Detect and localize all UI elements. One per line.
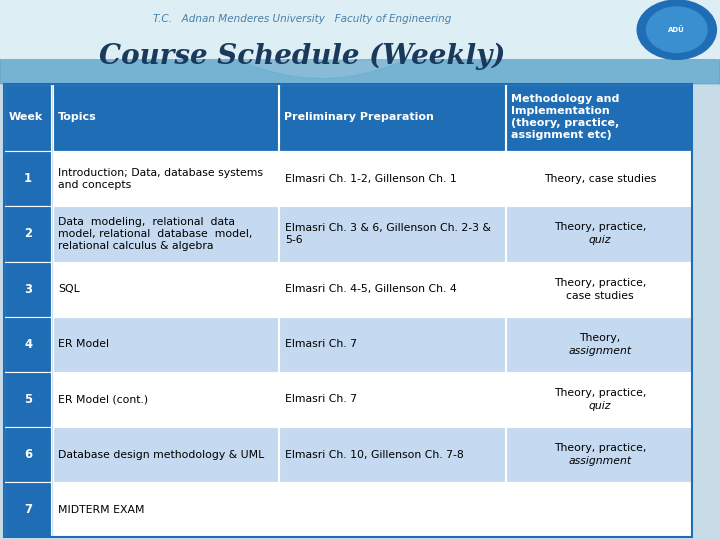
FancyBboxPatch shape [53, 261, 278, 316]
Text: Theory, practice,: Theory, practice, [554, 388, 646, 398]
Text: 3: 3 [24, 282, 32, 295]
Text: Theory, case studies: Theory, case studies [544, 174, 656, 184]
Text: Preliminary Preparation: Preliminary Preparation [284, 112, 434, 123]
Text: assignment: assignment [568, 456, 631, 466]
FancyBboxPatch shape [279, 427, 505, 482]
Text: 1: 1 [24, 172, 32, 185]
Text: Elmasri Ch. 10, Gillenson Ch. 7-8: Elmasri Ch. 10, Gillenson Ch. 7-8 [285, 450, 464, 460]
Text: Week: Week [9, 112, 43, 123]
Text: Data  modeling,  relational  data
model, relational  database  model,
relational: Data modeling, relational data model, re… [58, 217, 253, 251]
Text: Topics: Topics [58, 112, 96, 123]
Text: Theory, practice,: Theory, practice, [554, 278, 646, 288]
FancyBboxPatch shape [4, 151, 51, 206]
Text: 6: 6 [24, 448, 32, 461]
Text: Theory,: Theory, [579, 333, 621, 343]
Text: Elmasri Ch. 7: Elmasri Ch. 7 [285, 339, 357, 349]
Text: ADÜ: ADÜ [668, 26, 685, 33]
FancyBboxPatch shape [4, 482, 51, 537]
Text: ER Model (cont.): ER Model (cont.) [58, 394, 148, 404]
FancyBboxPatch shape [506, 261, 692, 316]
FancyBboxPatch shape [506, 206, 692, 261]
Text: Elmasri Ch. 3 & 6, Gillenson Ch. 2-3 &
5-6: Elmasri Ch. 3 & 6, Gillenson Ch. 2-3 & 5… [285, 223, 491, 245]
Text: Elmasri Ch. 4-5, Gillenson Ch. 4: Elmasri Ch. 4-5, Gillenson Ch. 4 [285, 284, 457, 294]
Circle shape [637, 0, 716, 59]
Text: 5: 5 [24, 393, 32, 406]
Text: SQL: SQL [58, 284, 80, 294]
FancyBboxPatch shape [279, 372, 505, 427]
FancyBboxPatch shape [506, 84, 692, 151]
Text: Elmasri Ch. 1-2, Gillenson Ch. 1: Elmasri Ch. 1-2, Gillenson Ch. 1 [285, 174, 457, 184]
Text: Course Schedule (Weekly): Course Schedule (Weekly) [99, 43, 505, 70]
FancyBboxPatch shape [506, 482, 692, 537]
Text: MIDTERM EXAM: MIDTERM EXAM [58, 505, 145, 515]
Text: Elmasri Ch. 7: Elmasri Ch. 7 [285, 394, 357, 404]
FancyBboxPatch shape [53, 372, 278, 427]
FancyBboxPatch shape [53, 84, 278, 151]
Circle shape [647, 7, 707, 52]
FancyBboxPatch shape [506, 151, 692, 206]
Text: ER Model: ER Model [58, 339, 109, 349]
Text: Introduction; Data, database systems
and concepts: Introduction; Data, database systems and… [58, 168, 264, 190]
FancyBboxPatch shape [53, 427, 278, 482]
FancyBboxPatch shape [0, 0, 720, 59]
Text: Theory, practice,: Theory, practice, [554, 443, 646, 453]
FancyBboxPatch shape [0, 0, 720, 84]
Text: quiz: quiz [588, 401, 611, 411]
FancyBboxPatch shape [4, 316, 51, 372]
FancyBboxPatch shape [279, 482, 505, 537]
FancyBboxPatch shape [4, 84, 51, 151]
FancyBboxPatch shape [279, 206, 505, 261]
Text: case studies: case studies [566, 291, 634, 301]
FancyBboxPatch shape [4, 206, 51, 261]
Text: 2: 2 [24, 227, 32, 240]
FancyBboxPatch shape [506, 372, 692, 427]
FancyBboxPatch shape [53, 151, 278, 206]
FancyBboxPatch shape [506, 427, 692, 482]
FancyBboxPatch shape [4, 372, 51, 427]
FancyBboxPatch shape [4, 427, 51, 482]
Text: 7: 7 [24, 503, 32, 516]
Text: Theory, practice,: Theory, practice, [554, 222, 646, 232]
FancyBboxPatch shape [53, 206, 278, 261]
Text: 4: 4 [24, 338, 32, 351]
Text: assignment: assignment [568, 346, 631, 356]
Text: Methodology and
Implementation
(theory, practice,
assignment etc): Methodology and Implementation (theory, … [511, 94, 620, 140]
Text: T.C.   Adnan Menderes University   Faculty of Engineering: T.C. Adnan Menderes University Faculty o… [153, 14, 451, 24]
FancyBboxPatch shape [53, 482, 278, 537]
FancyBboxPatch shape [279, 261, 505, 316]
FancyBboxPatch shape [53, 316, 278, 372]
FancyBboxPatch shape [279, 316, 505, 372]
Text: quiz: quiz [588, 235, 611, 246]
FancyBboxPatch shape [506, 316, 692, 372]
FancyBboxPatch shape [4, 261, 51, 316]
Text: Database design methodology & UML: Database design methodology & UML [58, 450, 264, 460]
FancyBboxPatch shape [279, 84, 505, 151]
FancyBboxPatch shape [279, 151, 505, 206]
